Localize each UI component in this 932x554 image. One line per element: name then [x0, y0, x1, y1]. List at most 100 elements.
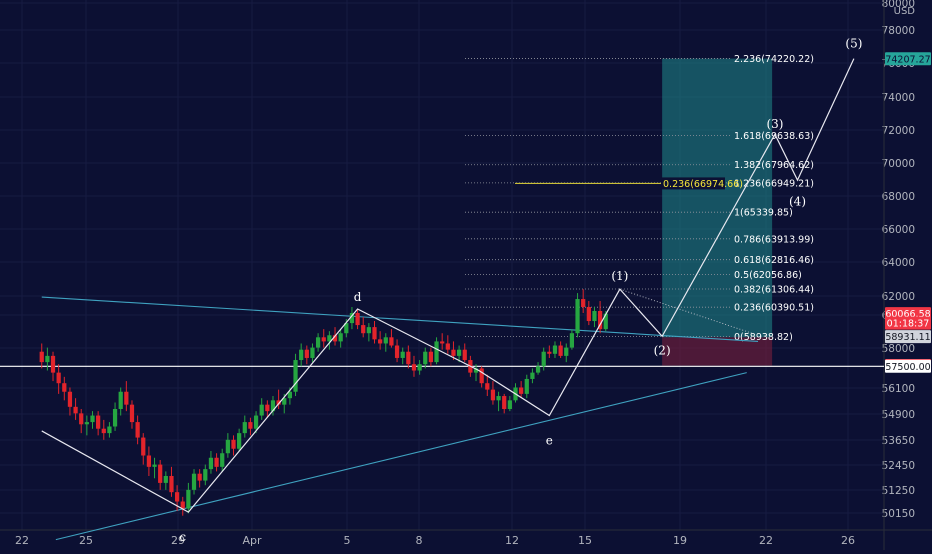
y-tick-label: 51250	[882, 485, 915, 497]
candle-body	[248, 422, 253, 429]
candle-body	[558, 345, 563, 356]
candle-body	[597, 310, 603, 330]
x-tick-label: 5	[344, 534, 351, 547]
candle-body	[423, 351, 428, 365]
wave-label: (3)	[766, 117, 783, 131]
wave-label: d	[354, 290, 362, 304]
candle-body	[112, 408, 118, 427]
price-badge	[885, 52, 931, 66]
candle-body	[276, 400, 281, 405]
y-tick-label: 56100	[882, 383, 915, 395]
candle-body	[321, 337, 326, 342]
candle-body	[39, 351, 44, 363]
candle-body	[242, 422, 247, 434]
fib-level-label: 1.236(66949.21)	[734, 178, 814, 189]
candle-body	[118, 391, 123, 409]
y-tick-label: 54900	[882, 409, 915, 421]
x-tick-label: 15	[578, 534, 592, 547]
trendline[interactable]	[41, 296, 759, 342]
candle-body	[394, 345, 400, 358]
fib-level-label: 1(65339.85)	[734, 208, 793, 219]
wave-label: (1)	[611, 269, 628, 283]
candle-body	[575, 299, 580, 334]
fib-level-label: 1.382(67964.62)	[734, 160, 814, 171]
fib-level-label: 0.382(61306.44)	[734, 285, 814, 296]
candle-body	[158, 464, 163, 483]
candle-body	[366, 327, 371, 334]
candle-body	[383, 337, 388, 344]
candle-body	[479, 368, 484, 384]
candle-body	[456, 349, 462, 356]
wave-label: (5)	[845, 36, 862, 50]
candle-body	[90, 415, 95, 423]
candle-body	[265, 404, 270, 412]
candle-body	[253, 415, 259, 429]
price-badge	[885, 330, 931, 344]
price-badge	[885, 359, 931, 373]
candle-body	[282, 398, 287, 405]
candle-body	[231, 439, 236, 449]
fib-level-label: 2.236(74220.22)	[734, 54, 814, 65]
candle-body	[502, 396, 507, 409]
candle-body	[434, 341, 439, 363]
candle-body	[530, 372, 535, 379]
candle-body	[411, 364, 417, 371]
candle-body	[287, 391, 293, 399]
candle-body	[462, 349, 467, 361]
candle-body	[56, 372, 61, 384]
candle-body	[293, 360, 298, 392]
trendline[interactable]	[55, 372, 747, 541]
fib-highlight-label: 0.236(66974.66)	[663, 179, 743, 190]
y-tick-label: 80000	[882, 0, 915, 10]
candle-body	[564, 347, 569, 356]
y-tick-label: 52450	[882, 460, 915, 472]
candle-body	[180, 501, 185, 509]
y-tick-label: 53650	[882, 435, 915, 447]
wave-path[interactable]	[41, 58, 855, 513]
candle-body	[203, 469, 208, 481]
candle-body	[592, 310, 597, 322]
candle-body	[73, 406, 78, 414]
y-tick-label: 66000	[882, 224, 915, 236]
candle-body	[485, 383, 490, 390]
candle-body	[67, 391, 73, 407]
y-tick-label: 72000	[882, 125, 915, 137]
price-badge-label: 74207.27	[885, 54, 930, 65]
candle-body	[355, 312, 360, 326]
wave-label: c	[179, 530, 186, 544]
candle-body	[473, 368, 479, 373]
candle-body	[62, 383, 67, 392]
candle-body	[361, 325, 366, 334]
candle-body	[124, 391, 129, 405]
candle-body	[417, 364, 422, 371]
x-tick-label: 19	[673, 534, 687, 547]
price-badge	[885, 316, 931, 330]
candle-body	[237, 433, 242, 449]
candle-body	[332, 335, 338, 342]
y-tick-label: 50150	[882, 508, 915, 520]
dotted-trendline[interactable]	[619, 288, 759, 336]
candle-body	[191, 473, 197, 490]
candle-body	[79, 413, 84, 425]
position-stop-zone[interactable]	[662, 337, 773, 366]
fib-level-label: 0.236(60390.51)	[734, 303, 814, 314]
candle-body	[169, 475, 174, 493]
candle-body	[101, 428, 106, 434]
candle-body	[315, 337, 321, 348]
candle-body	[107, 426, 112, 434]
candle-body	[547, 351, 552, 354]
wave-label: (4)	[789, 194, 806, 208]
position-target-zone[interactable]	[662, 58, 773, 338]
y-tick-label: 78000	[882, 25, 915, 37]
price-badge-label: 01:18:37	[887, 319, 930, 330]
candle-body	[428, 351, 434, 363]
candle-body	[519, 387, 524, 394]
candle-body	[141, 437, 146, 456]
candle-body	[524, 378, 529, 394]
candle-body	[225, 439, 230, 454]
y-tick-label: 74000	[882, 92, 915, 104]
y-tick-label: 70000	[882, 158, 915, 170]
candle-body	[197, 473, 202, 481]
candle-body	[507, 400, 512, 409]
